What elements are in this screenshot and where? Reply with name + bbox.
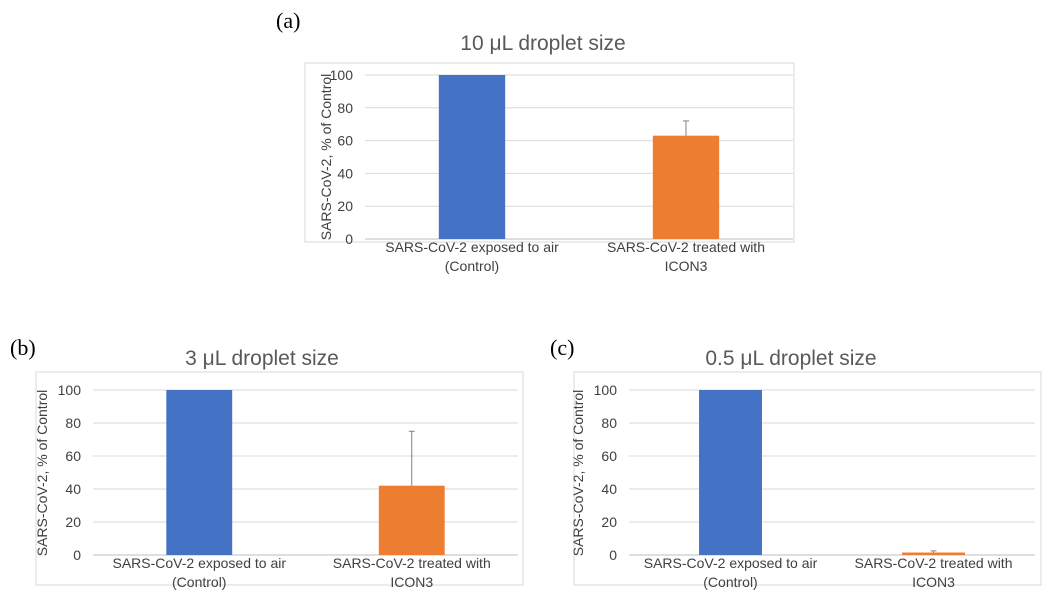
x-category-label: ICON3 <box>390 574 433 590</box>
chart-title-unit: μL droplet size <box>740 347 876 370</box>
y-tick-label: 40 <box>601 481 617 497</box>
y-tick-label: 40 <box>65 481 81 497</box>
y-axis-title: SARS-CoV-2, % of Control <box>570 390 586 557</box>
bar <box>902 552 965 555</box>
x-category-label: ICON3 <box>665 258 708 274</box>
y-tick-label: 100 <box>330 67 354 83</box>
x-category-label: (Control) <box>703 574 757 590</box>
chart-panel-2: (b) 3 μL droplet size SARS-CoV-2, % of Con… <box>10 335 524 590</box>
chart-panel-1: (a) 10 μL droplet size SARS-CoV-2, % of Co… <box>276 8 795 274</box>
x-category-label: SARS-CoV-2 exposed to air <box>112 555 286 571</box>
panel-label: (c) <box>550 335 574 360</box>
chart-title: 0.5 μL droplet size <box>705 347 876 370</box>
panel-label: (a) <box>276 8 300 33</box>
y-tick-label: 60 <box>65 448 81 464</box>
chart-title: 3 μL droplet size <box>185 347 339 370</box>
chart-panel-3: (c) 0.5 μL droplet size SARS-CoV-2, % of C… <box>550 335 1042 590</box>
x-category-label: ICON3 <box>912 574 955 590</box>
bar <box>652 135 720 239</box>
y-tick-label: 0 <box>73 547 81 563</box>
bar <box>378 485 445 555</box>
y-tick-label: 60 <box>337 133 353 149</box>
chart-title-unit: μL droplet size <box>489 32 625 55</box>
bar <box>438 75 506 239</box>
y-tick-label: 0 <box>609 547 617 563</box>
x-category-label: (Control) <box>172 574 226 590</box>
x-category-label: SARS-CoV-2 exposed to air <box>644 555 818 571</box>
y-tick-label: 40 <box>337 165 353 181</box>
x-category-label: (Control) <box>445 258 499 274</box>
chart-frame <box>573 371 1042 586</box>
y-tick-label: 20 <box>65 514 81 530</box>
chart-title-unit: μL droplet size <box>203 347 339 370</box>
chart-title-prefix: 0.5 <box>705 347 740 370</box>
x-category-label: SARS-CoV-2 treated with <box>855 555 1013 571</box>
y-tick-label: 60 <box>601 448 617 464</box>
chart-title-prefix: 3 <box>185 347 203 370</box>
x-category-label: SARS-CoV-2 treated with <box>607 239 765 255</box>
x-category-label: SARS-CoV-2 treated with <box>333 555 491 571</box>
chart-title: 10 μL droplet size <box>460 32 625 55</box>
y-tick-label: 80 <box>65 415 81 431</box>
chart-frame <box>35 371 524 586</box>
x-category-label: SARS-CoV-2 exposed to air <box>385 239 559 255</box>
y-axis-title: SARS-CoV-2, % of Control <box>34 390 50 557</box>
y-tick-label: 20 <box>601 514 617 530</box>
bar <box>699 390 762 555</box>
y-tick-label: 80 <box>601 415 617 431</box>
chart-title-prefix: 10 <box>460 32 489 55</box>
bar <box>166 390 233 555</box>
y-tick-label: 100 <box>594 382 618 398</box>
chart-frame <box>304 62 795 243</box>
panel-label: (b) <box>10 335 36 360</box>
y-tick-label: 80 <box>337 100 353 116</box>
y-axis-title: SARS-CoV-2, % of Control <box>318 74 334 241</box>
y-tick-label: 100 <box>58 382 82 398</box>
y-tick-label: 0 <box>345 231 353 247</box>
y-tick-label: 20 <box>337 198 353 214</box>
